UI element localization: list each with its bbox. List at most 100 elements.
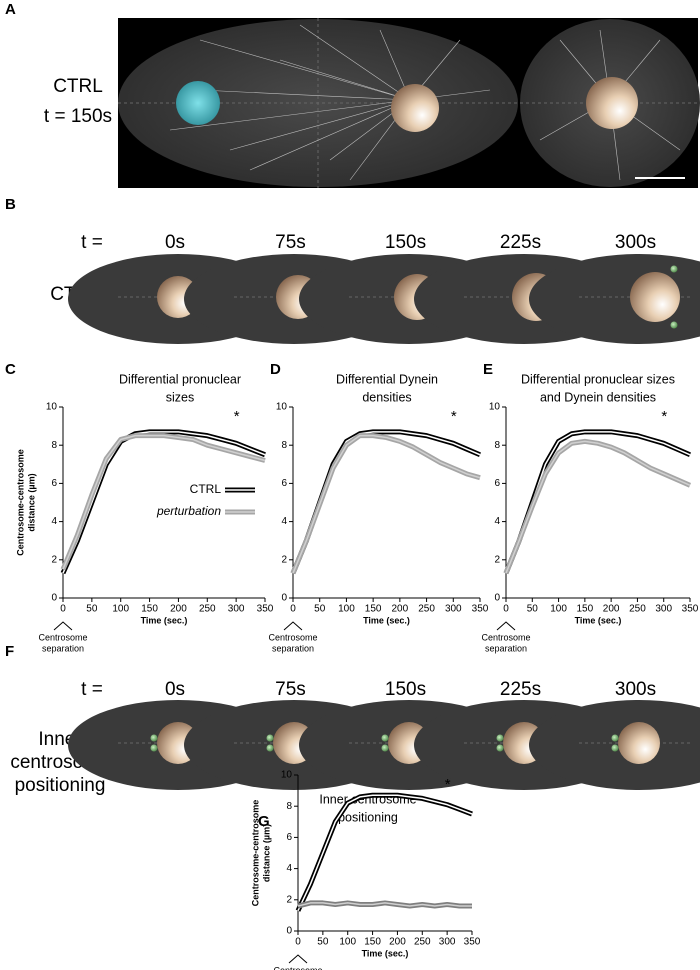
x-tick-label: 100 [339,937,356,948]
panel-letter: E [483,361,493,378]
centrosome [266,744,274,752]
y-tick-label: 10 [281,770,293,781]
x-axis-label: Time (sec.) [363,615,410,625]
y-tick-label: 8 [51,440,57,451]
x-tick-label: 100 [338,604,355,615]
panel-letter: A [5,1,16,18]
centrosome [150,734,158,742]
y-tick-label: 4 [286,863,292,874]
x-note: separation [42,643,84,653]
y-tick-label: 2 [51,554,57,565]
x-tick-label: 350 [257,604,274,615]
chart-title: sizes [166,390,194,404]
x-tick-label: 0 [60,604,66,615]
y-tick-label: 6 [51,478,57,489]
x-tick-label: 0 [295,937,301,948]
significance: * [661,408,667,425]
significance: * [451,408,457,425]
legend-label: CTRL [190,482,222,496]
x-axis-label: Time (sec.) [141,615,188,625]
panel-a-image [118,18,700,188]
row-label: CTRL [53,76,103,97]
row-label: t = 150s [44,106,112,127]
x-axis-label: Time (sec.) [575,615,622,625]
series-line-core [62,434,266,570]
x-tick-label: 150 [577,604,594,615]
y-tick-label: 0 [286,926,292,937]
significance: * [445,776,451,793]
centrosome [611,734,619,742]
y-tick-label: 8 [494,440,500,451]
y-tick-label: 2 [281,554,287,565]
x-tick-label: 300 [445,604,462,615]
y-tick-label: 4 [51,516,57,527]
chart-title: and Dynein densities [540,390,656,404]
y-tick-label: 4 [494,516,500,527]
time-label: 150s [385,679,426,700]
x-tick-label: 100 [112,604,129,615]
y-tick-label: 0 [281,593,287,604]
x-tick-label: 250 [629,604,646,615]
x-tick-label: 150 [141,604,158,615]
y-tick-label: 10 [276,402,288,413]
y-tick-label: 10 [46,402,58,413]
centrosome [670,321,678,329]
snapshot [529,254,700,344]
x-tick-label: 150 [365,604,382,615]
t-label: t = [81,679,103,700]
x-tick-label: 0 [503,604,509,615]
x-tick-label: 250 [418,604,435,615]
t-label: t = [81,232,103,253]
x-tick-label: 250 [199,604,216,615]
x-note: Centrosome [273,965,322,970]
x-tick-label: 250 [414,937,431,948]
y-tick-label: 0 [51,593,57,604]
series-line-core [292,434,481,574]
chart-title: positioning [338,810,398,824]
y-tick-label: 8 [281,440,287,451]
y-tick-label: 4 [281,516,287,527]
chart-title: densities [362,390,411,404]
note-bracket [288,954,308,964]
centrosome [496,744,504,752]
series-line-core [297,794,473,912]
time-label: 300s [615,232,656,253]
x-tick-label: 50 [317,937,329,948]
x-note: separation [272,643,314,653]
x-tick-label: 300 [439,937,456,948]
series-line-core [505,440,691,574]
x-tick-label: 350 [682,604,699,615]
significance: * [234,408,240,425]
chart-title: Differential Dynein [336,372,438,386]
series-line-core [62,431,266,574]
panel-letter: B [5,196,16,213]
pronucleus [630,272,680,322]
centrosome [496,734,504,742]
centrosome [266,734,274,742]
y-tick-label: 8 [286,801,292,812]
note-bracket [496,621,516,631]
chart-title: Differential pronuclear sizes [521,372,675,386]
x-tick-label: 100 [550,604,567,615]
x-tick-label: 350 [464,937,481,948]
centrosome [381,744,389,752]
series-line [290,433,481,575]
time-label: 75s [275,232,306,253]
centrosome [381,734,389,742]
x-note: Centrosome [481,632,530,642]
panel-letter: D [270,361,281,378]
centrosome [670,265,678,273]
time-label: 0s [165,679,185,700]
x-tick-label: 350 [472,604,489,615]
pronucleus [618,722,660,764]
time-label: 300s [615,679,656,700]
x-tick-label: 300 [655,604,672,615]
x-tick-label: 50 [314,604,326,615]
snapshot [529,700,700,790]
y-tick-label: 6 [286,832,292,843]
centrosome [611,744,619,752]
time-label: 0s [165,232,185,253]
series-line [503,438,691,575]
y-axis-label: distance (µm) [261,824,271,882]
